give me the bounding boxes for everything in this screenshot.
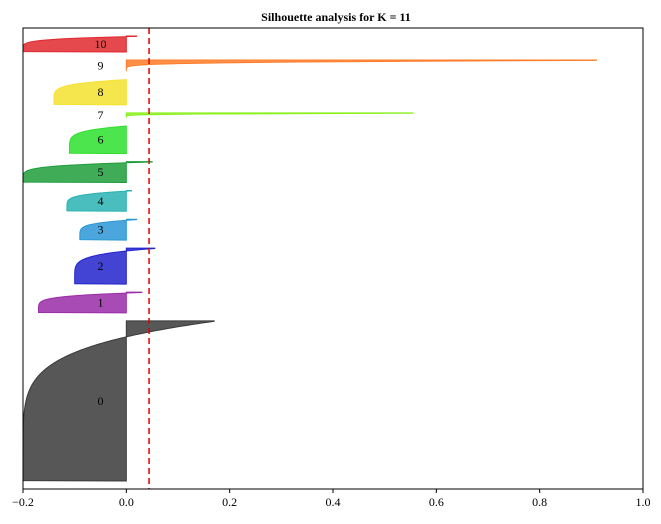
cluster-8-silhouette [53, 79, 127, 106]
cluster-4-silhouette [66, 189, 132, 212]
cluster-0-label: 0 [98, 394, 104, 408]
cluster-10-label: 10 [95, 37, 107, 51]
x-tick-label: 0.6 [429, 495, 444, 509]
cluster-2-silhouette [74, 247, 156, 285]
cluster-0-silhouette [22, 320, 215, 482]
x-axis: −0.2 0.0 0.2 0.4 0.6 0.8 1.0 [12, 489, 651, 509]
cluster-8-label: 8 [98, 85, 104, 99]
x-tick-label: 0.2 [222, 495, 237, 509]
plot-frame [22, 27, 644, 490]
cluster-9-silhouette [125, 59, 597, 72]
cluster-1-silhouette [38, 291, 143, 314]
x-tick-label: 1.0 [636, 495, 651, 509]
cluster-5-silhouette [22, 161, 153, 183]
cluster-5-label: 5 [98, 165, 104, 179]
cluster-2-label: 2 [98, 259, 104, 273]
x-tick-label: 0.4 [326, 495, 341, 509]
cluster-9-label: 9 [98, 59, 104, 73]
x-tick-label: −0.2 [12, 495, 34, 509]
x-tick-label: 0.8 [532, 495, 547, 509]
cluster-7-label: 7 [98, 108, 104, 122]
x-tick-label: 0.0 [119, 495, 134, 509]
cluster-4-label: 4 [98, 194, 104, 208]
cluster-1-label: 1 [98, 296, 104, 310]
chart-title: Silhouette analysis for K = 11 [261, 10, 411, 24]
cluster-7-silhouette [125, 112, 414, 118]
plot-area: 0 1 2 3 4 5 6 7 8 9 10 [22, 28, 597, 489]
cluster-3-silhouette [79, 218, 138, 241]
cluster-3-label: 3 [98, 223, 104, 237]
cluster-6-label: 6 [98, 133, 104, 147]
cluster-6-silhouette [69, 125, 127, 155]
cluster-10-silhouette [22, 35, 138, 53]
